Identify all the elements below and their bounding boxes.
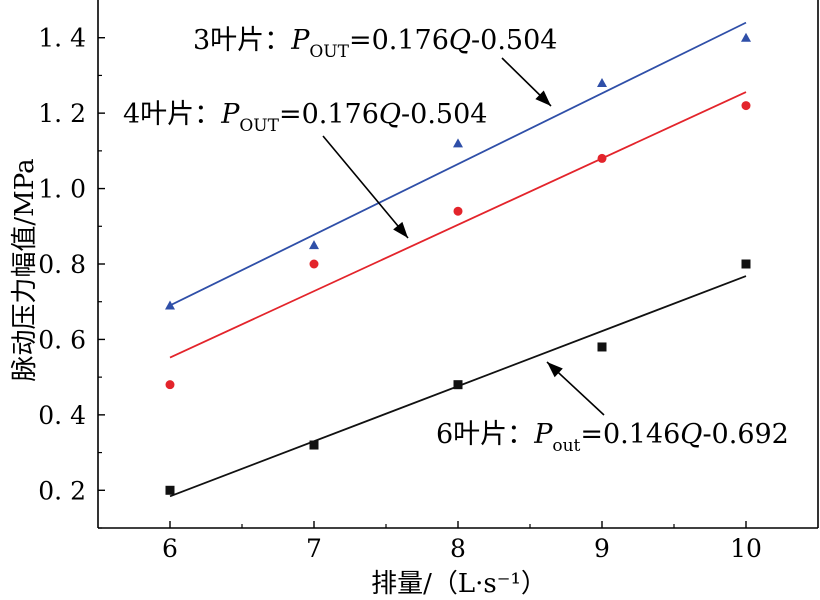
y-tick-label: 0. 2 [38,476,86,505]
square-marker [597,342,607,352]
square-marker [453,380,463,390]
circle-marker [597,153,607,163]
triangle-marker [741,32,751,42]
fit-line-2 [169,91,747,359]
y-axis-ticks: 0. 2 0. 4 0. 6 0. 8 1. 0 1. 2 1. 4 [38,24,105,529]
annotation-6-blade: 6叶片：Pout=0.146Q-0.692 [436,419,789,456]
annotation-6-blade-eq: =0.146 [580,419,680,450]
annotation-3-blade: 3叶片：POUT=0.176Q-0.504 [193,25,557,62]
triangle-marker [309,240,319,250]
triangle-marker [453,138,463,148]
annotation-3-blade-sub: OUT [309,42,349,62]
annotation-3-blade-prefix: 3叶片： [193,25,291,56]
square-marker [741,259,751,269]
data-markers [165,32,751,495]
arrow-4-blade-head [393,221,408,238]
x-tick-label: 9 [594,534,610,563]
annotation-4-blade: 4叶片：POUT=0.176Q-0.504 [123,99,487,136]
x-tick-label: 10 [730,534,762,563]
x-tick-label: 6 [162,534,178,563]
annotation-4-blade-eq: =0.176 [279,99,379,130]
y-tick-label: 0. 8 [38,250,86,279]
circle-marker [309,259,319,269]
annotation-arrows [322,57,605,416]
y-tick-label: 0. 4 [38,401,86,430]
y-axis-title: 脉动压力幅值/MPa [10,158,40,381]
circle-marker [165,380,175,390]
arrow-6-blade-head [547,362,563,378]
triangle-marker [597,77,607,87]
arrow-3-blade-head [535,90,551,106]
annotation-4-blade-q: Q [379,99,401,130]
y-tick-label: 1. 0 [38,175,86,204]
annotation-6-blade-var: P [533,419,553,450]
annotation-4-blade-prefix: 4叶片： [123,99,221,130]
circle-marker [453,206,463,216]
y-tick-label: 1. 4 [38,24,86,53]
annotation-3-blade-tail: -0.504 [471,25,557,56]
annotation-6-blade-tail: -0.692 [702,419,788,450]
annotation-3-blade-var: P [290,25,310,56]
y-tick-label: 0. 6 [38,325,86,354]
annotation-4-blade-sub: OUT [239,116,279,136]
annotation-4-blade-tail: -0.504 [401,99,487,130]
annotation-3-blade-q: Q [449,25,471,56]
annotation-4-blade-var: P [220,99,240,130]
x-axis-ticks: 6 7 8 9 10 [162,521,762,563]
y-tick-label: 1. 2 [38,99,86,128]
annotation-6-blade-prefix: 6叶片： [436,419,534,450]
annotation-3-blade-eq: =0.176 [349,25,449,56]
fit-line-1 [169,21,747,307]
annotation-6-blade-q: Q [680,419,702,450]
arrow-4-blade-shaft [322,135,409,239]
x-tick-label: 8 [450,534,466,563]
triangle-marker [165,300,175,310]
annotation-6-blade-sub: out [552,436,580,456]
x-axis-title: 排量/（L·s⁻¹） [371,569,547,599]
x-tick-label: 7 [306,534,322,563]
circle-marker [741,101,751,111]
square-marker [165,485,175,495]
square-marker [309,440,319,450]
